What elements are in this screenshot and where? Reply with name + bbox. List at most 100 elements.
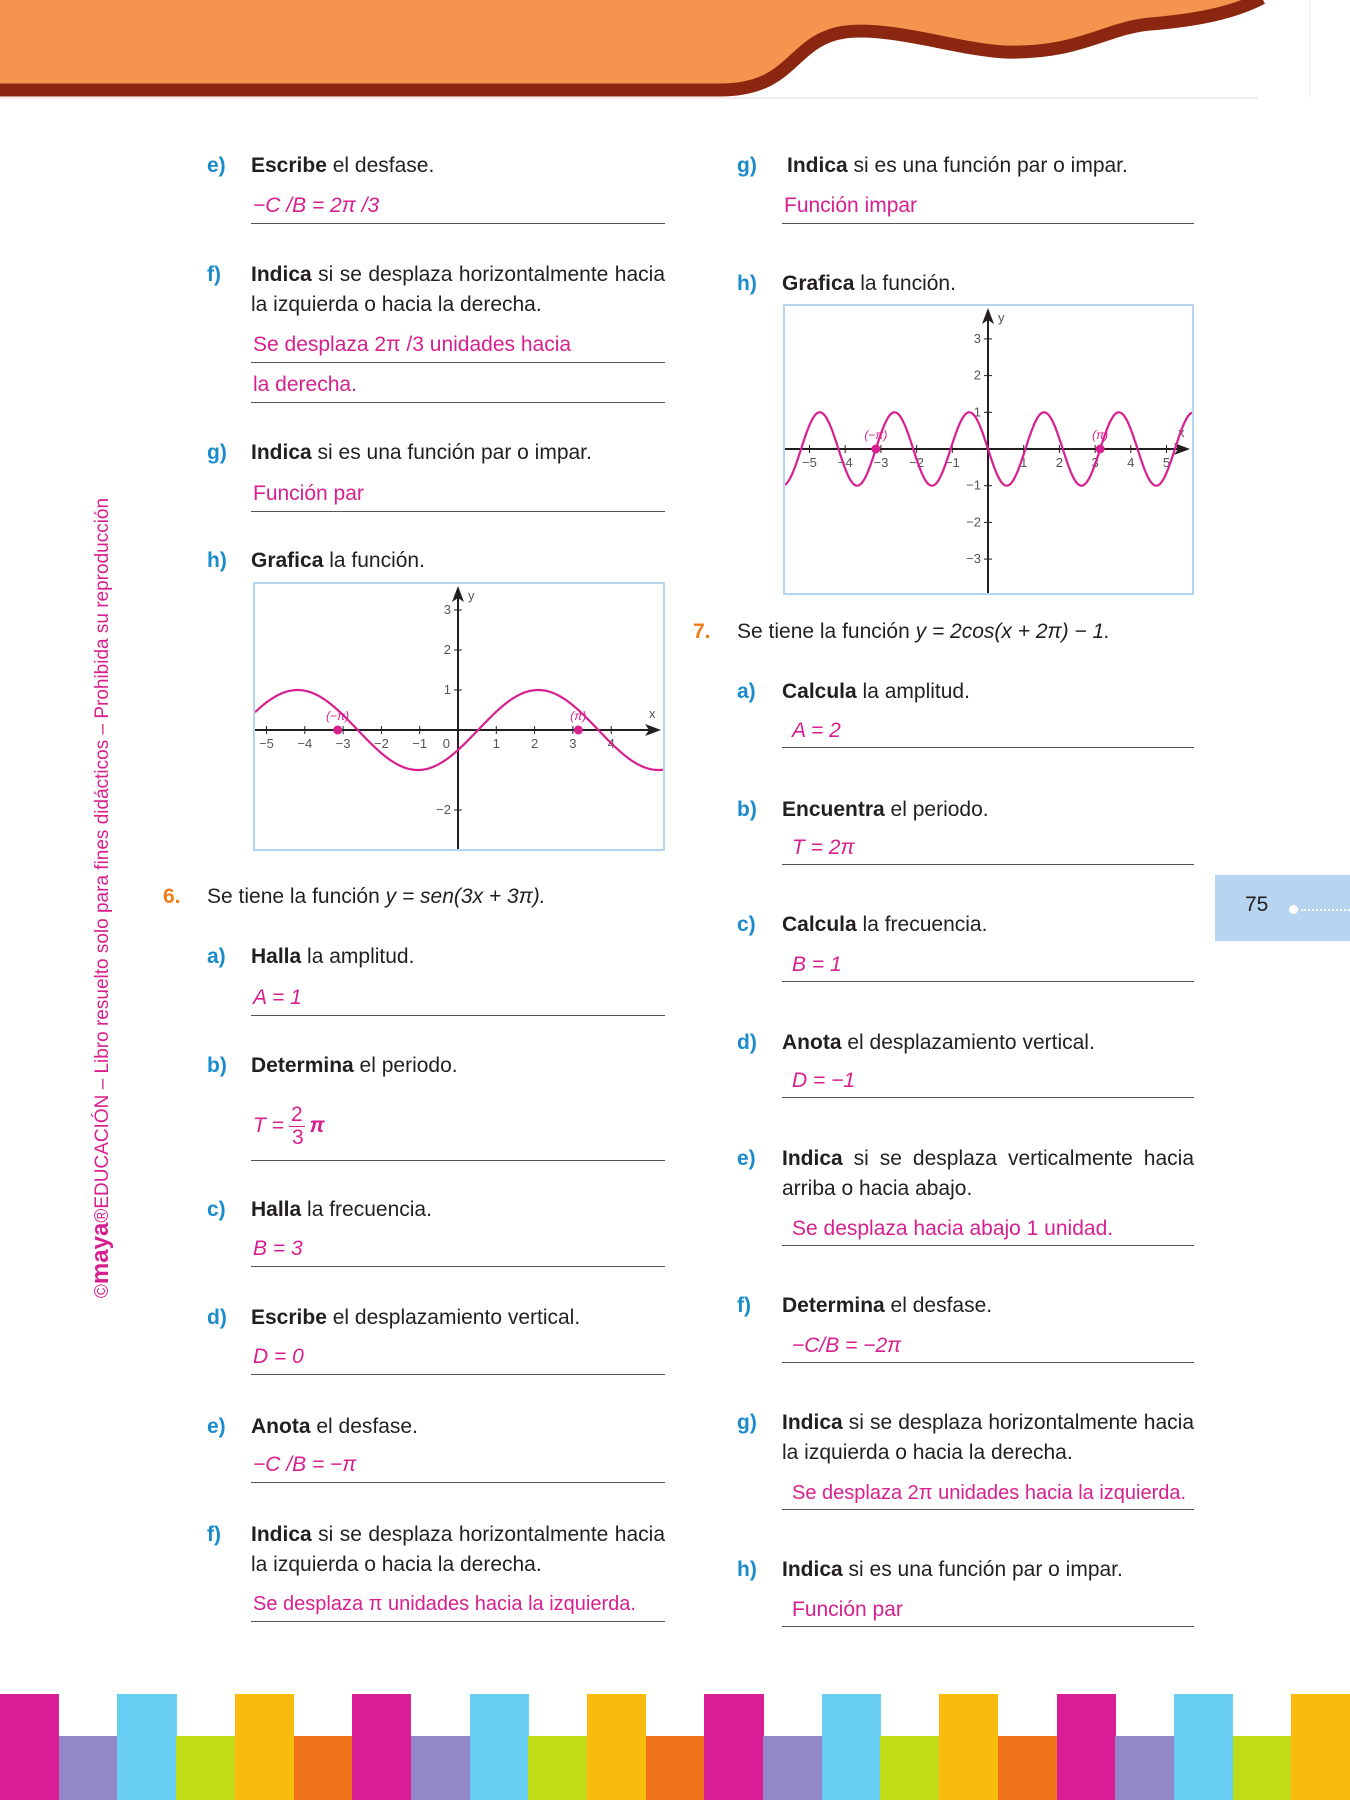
footer-stripe [528, 1736, 588, 1800]
item-label: d) [207, 1306, 227, 1329]
question-statement: Se tiene la función y = 2cos(x + 2π) − 1… [737, 620, 1111, 643]
answer-field[interactable]: Se desplaza 2π unidades hacia la izquier… [782, 1476, 1194, 1510]
answer-field[interactable]: la derecha. [251, 368, 665, 403]
question-text: Indica si es una función par o impar. [782, 1558, 1123, 1581]
answer-field[interactable]: Función impar [782, 189, 1194, 224]
x-tick-label: −5 [259, 736, 274, 751]
highlighted-point [1095, 444, 1105, 454]
footer-stripe [1291, 1694, 1350, 1800]
x-tick-label: −3 [336, 736, 351, 751]
answer-field[interactable]: −C /B = −π [251, 1448, 665, 1483]
x-tick-label: 4 [1127, 455, 1134, 470]
answer-field[interactable]: Se desplaza 2π /3 unidades hacia [251, 328, 665, 363]
question-text: Determina el periodo. [251, 1054, 458, 1077]
item-label: f) [207, 263, 221, 286]
item-label: g) [737, 1411, 757, 1434]
footer-color-stripes [0, 1694, 1350, 1800]
footer-stripe [1056, 1694, 1116, 1800]
x-axis-arrow-icon [645, 724, 661, 736]
question-text: Indica si es una función par o impar. [251, 441, 592, 464]
footer-stripe [645, 1736, 705, 1800]
x-axis-label: x [649, 706, 656, 721]
x-tick-label: 3 [569, 736, 576, 751]
dotted-line [1301, 909, 1350, 911]
question-text: Anota el desfase. [251, 1415, 418, 1438]
point-label: (π) [570, 709, 586, 723]
footer-stripe [293, 1736, 353, 1800]
x-axis-arrow-icon [1174, 443, 1190, 455]
item-label: b) [207, 1054, 227, 1077]
y-tick-label: 3 [444, 602, 451, 617]
item-label: c) [737, 913, 756, 936]
answer-field[interactable]: −C /B = 2π /3 [251, 189, 665, 224]
item-label: e) [737, 1147, 756, 1170]
answer-field[interactable]: Función par [782, 1593, 1194, 1627]
point-label: (π) [1092, 428, 1108, 442]
dot-icon [1289, 905, 1298, 914]
footer-stripe [117, 1694, 177, 1800]
answer-field[interactable]: Se desplaza hacia abajo 1 unidad. [782, 1212, 1194, 1246]
footer-stripe [410, 1736, 471, 1800]
y-tick-label: 1 [444, 682, 451, 697]
question-text: Calcula la amplitud. [782, 680, 970, 703]
x-tick-label: −4 [297, 736, 312, 751]
footer-stripe [176, 1736, 236, 1800]
maya-logo: maya [87, 1222, 114, 1285]
y-tick-label: −1 [966, 478, 981, 493]
item-label: h) [737, 1558, 757, 1581]
item-label: h) [207, 549, 227, 572]
answer-field[interactable]: B = 3 [251, 1232, 665, 1267]
answer-field[interactable]: A = 2 [782, 714, 1194, 748]
item-label: g) [207, 441, 227, 464]
answer-field[interactable]: T = 2 3 π [251, 1104, 665, 1161]
item-label: g) [737, 154, 757, 177]
item-label: f) [737, 1294, 751, 1317]
item-label: a) [207, 945, 226, 968]
y-tick-label: 2 [974, 368, 981, 383]
x-tick-label: −1 [412, 736, 427, 751]
footer-stripe [587, 1694, 647, 1800]
y-tick-label: −2 [436, 802, 451, 817]
question-text: Indica si se desplaza horizontalmente ha… [251, 263, 665, 316]
header-banner [0, 0, 1311, 99]
answer-field[interactable]: D = −1 [782, 1064, 1194, 1098]
question-text: Indica si se desplaza horizontalmente ha… [782, 1411, 1194, 1464]
question-text: Encuentra el periodo. [782, 798, 989, 821]
highlighted-point [871, 444, 881, 454]
question-text: Indica si es una función par o impar. [787, 154, 1128, 177]
x-tick-label: 5 [1163, 455, 1170, 470]
question-text: Indica si se desplaza verticalmente haci… [782, 1147, 1194, 1200]
item-label: b) [737, 798, 757, 821]
y-axis-arrow-icon [982, 308, 994, 324]
item-label: e) [207, 1415, 226, 1438]
footer-stripe [939, 1694, 999, 1800]
question-text: Escribe el desplazamiento vertical. [251, 1306, 581, 1329]
y-axis-arrow-icon [452, 586, 464, 602]
answer-field[interactable]: Función par [251, 477, 665, 512]
answer-field[interactable]: D = 0 [251, 1340, 665, 1375]
answer-field[interactable]: B = 1 [782, 948, 1194, 982]
question-text: Halla la amplitud. [251, 945, 415, 968]
item-label: e) [207, 154, 226, 177]
footer-stripe [1232, 1736, 1292, 1800]
page-number-tab: 75 [1215, 875, 1350, 941]
footer-stripe [352, 1694, 412, 1800]
question-text: Halla la frecuencia. [251, 1198, 432, 1221]
item-label: h) [737, 272, 757, 295]
y-tick-label: 3 [974, 331, 981, 346]
answer-field[interactable]: −C/B = −2π [782, 1329, 1194, 1363]
question-text: Indica si se desplaza horizontalmente ha… [251, 1523, 665, 1576]
item-label: f) [207, 1523, 221, 1546]
answer-field[interactable]: Se desplaza π unidades hacia la izquierd… [251, 1587, 665, 1622]
answer-field[interactable]: A = 1 [251, 981, 665, 1016]
question-number: 6. [163, 885, 181, 908]
question-text: Determina el desfase. [782, 1294, 993, 1317]
y-tick-label: 2 [444, 642, 451, 657]
item-label: c) [207, 1198, 226, 1221]
answer-field[interactable]: T = 2π [782, 831, 1194, 865]
y-axis-label: y [468, 588, 475, 603]
x-tick-label: 1 [1020, 455, 1027, 470]
